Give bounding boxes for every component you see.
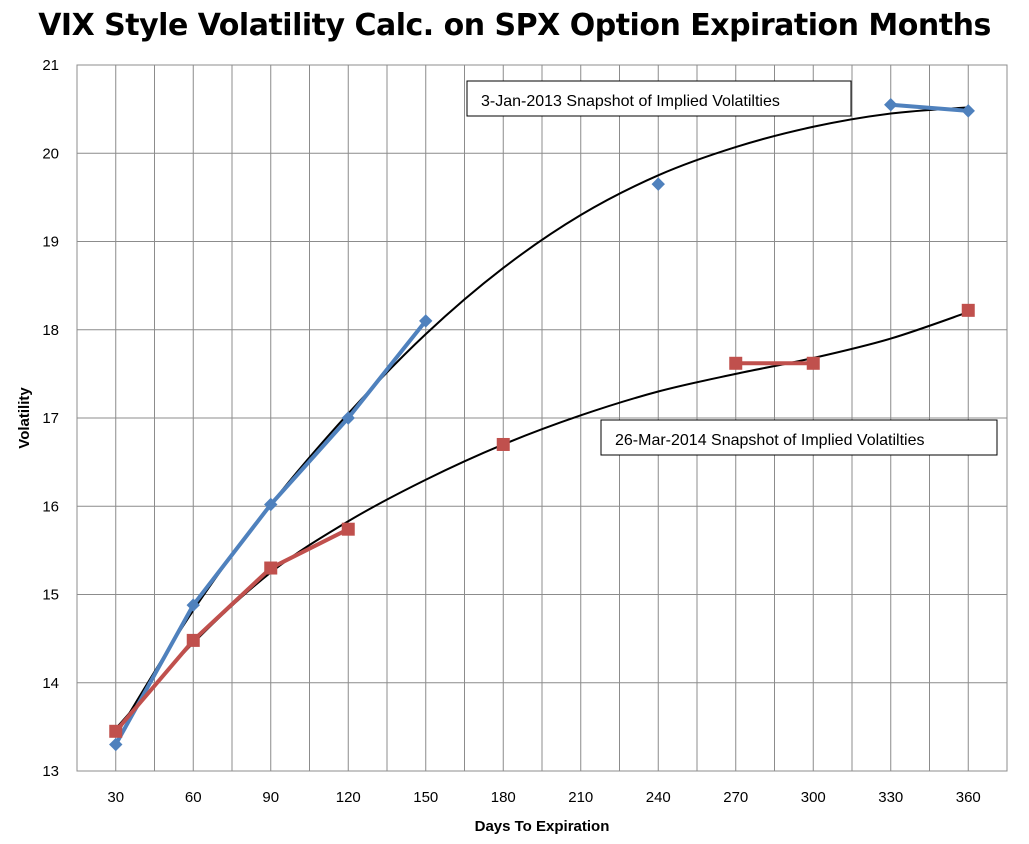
y-tick-label: 17 bbox=[42, 410, 59, 427]
x-tick-label: 300 bbox=[801, 789, 826, 806]
annotation-2-box bbox=[600, 419, 998, 456]
series-2-point bbox=[186, 633, 200, 647]
annotation-2: 26-Mar-2014 Snapshot of Implied Volatilt… bbox=[600, 419, 998, 456]
series-2-point bbox=[264, 561, 278, 575]
y-axis-title: Volatility bbox=[16, 387, 33, 449]
x-tick-label: 360 bbox=[956, 789, 981, 806]
series-2-point bbox=[109, 724, 123, 738]
x-tick-label: 330 bbox=[878, 789, 903, 806]
y-tick-label: 14 bbox=[42, 675, 59, 692]
series-2-point bbox=[341, 522, 355, 536]
y-tick-label: 16 bbox=[42, 498, 59, 515]
series-1-point bbox=[264, 497, 278, 512]
series-2-point bbox=[806, 356, 820, 370]
y-tick-label: 21 bbox=[42, 57, 59, 74]
y-tick-label: 13 bbox=[42, 763, 59, 780]
x-tick-label: 120 bbox=[336, 789, 361, 806]
series-2-line bbox=[114, 527, 350, 733]
x-tick-labels: 30 60 90 120 150 180 210 240 270 300 330 360 bbox=[107, 789, 980, 806]
series-2-point bbox=[496, 437, 510, 451]
x-tick-label: 240 bbox=[646, 789, 671, 806]
chart-title: VIX Style Volatility Calc. on SPX Option… bbox=[38, 8, 991, 43]
x-tick-label: 270 bbox=[723, 789, 748, 806]
series-1-point bbox=[651, 177, 665, 191]
x-axis-title: Days To Expiration bbox=[475, 818, 610, 835]
series-1-point bbox=[961, 104, 975, 118]
x-tick-label: 210 bbox=[568, 789, 593, 806]
y-tick-label: 18 bbox=[42, 322, 59, 339]
series-1-point bbox=[419, 314, 433, 328]
x-tick-label: 30 bbox=[107, 789, 124, 806]
x-tick-label: 150 bbox=[413, 789, 438, 806]
series-2-point bbox=[729, 356, 743, 370]
x-tick-label: 60 bbox=[185, 789, 202, 806]
y-tick-label: 19 bbox=[42, 234, 59, 251]
series-1-line bbox=[890, 102, 969, 113]
x-tick-label: 90 bbox=[262, 789, 279, 806]
markers bbox=[109, 98, 975, 752]
series-1-point bbox=[341, 411, 355, 425]
x-tick-label: 180 bbox=[491, 789, 516, 806]
y-tick-labels: 13 14 15 16 17 18 19 20 21 bbox=[42, 57, 59, 780]
annotation-1: 3-Jan-2013 Snapshot of Implied Volatilti… bbox=[466, 80, 852, 117]
series-1-point bbox=[109, 737, 123, 752]
series-1-point bbox=[186, 598, 200, 612]
series-2-point bbox=[961, 303, 975, 317]
annotation-2-text: 26-Mar-2014 Snapshot of Implied Volatilt… bbox=[615, 432, 925, 449]
y-tick-label: 15 bbox=[42, 587, 59, 604]
annotation-1-box bbox=[466, 80, 852, 117]
series-1-point bbox=[884, 98, 898, 112]
y-tick-label: 20 bbox=[42, 145, 59, 162]
annotation-1-text: 3-Jan-2013 Snapshot of Implied Volatilti… bbox=[481, 93, 780, 110]
